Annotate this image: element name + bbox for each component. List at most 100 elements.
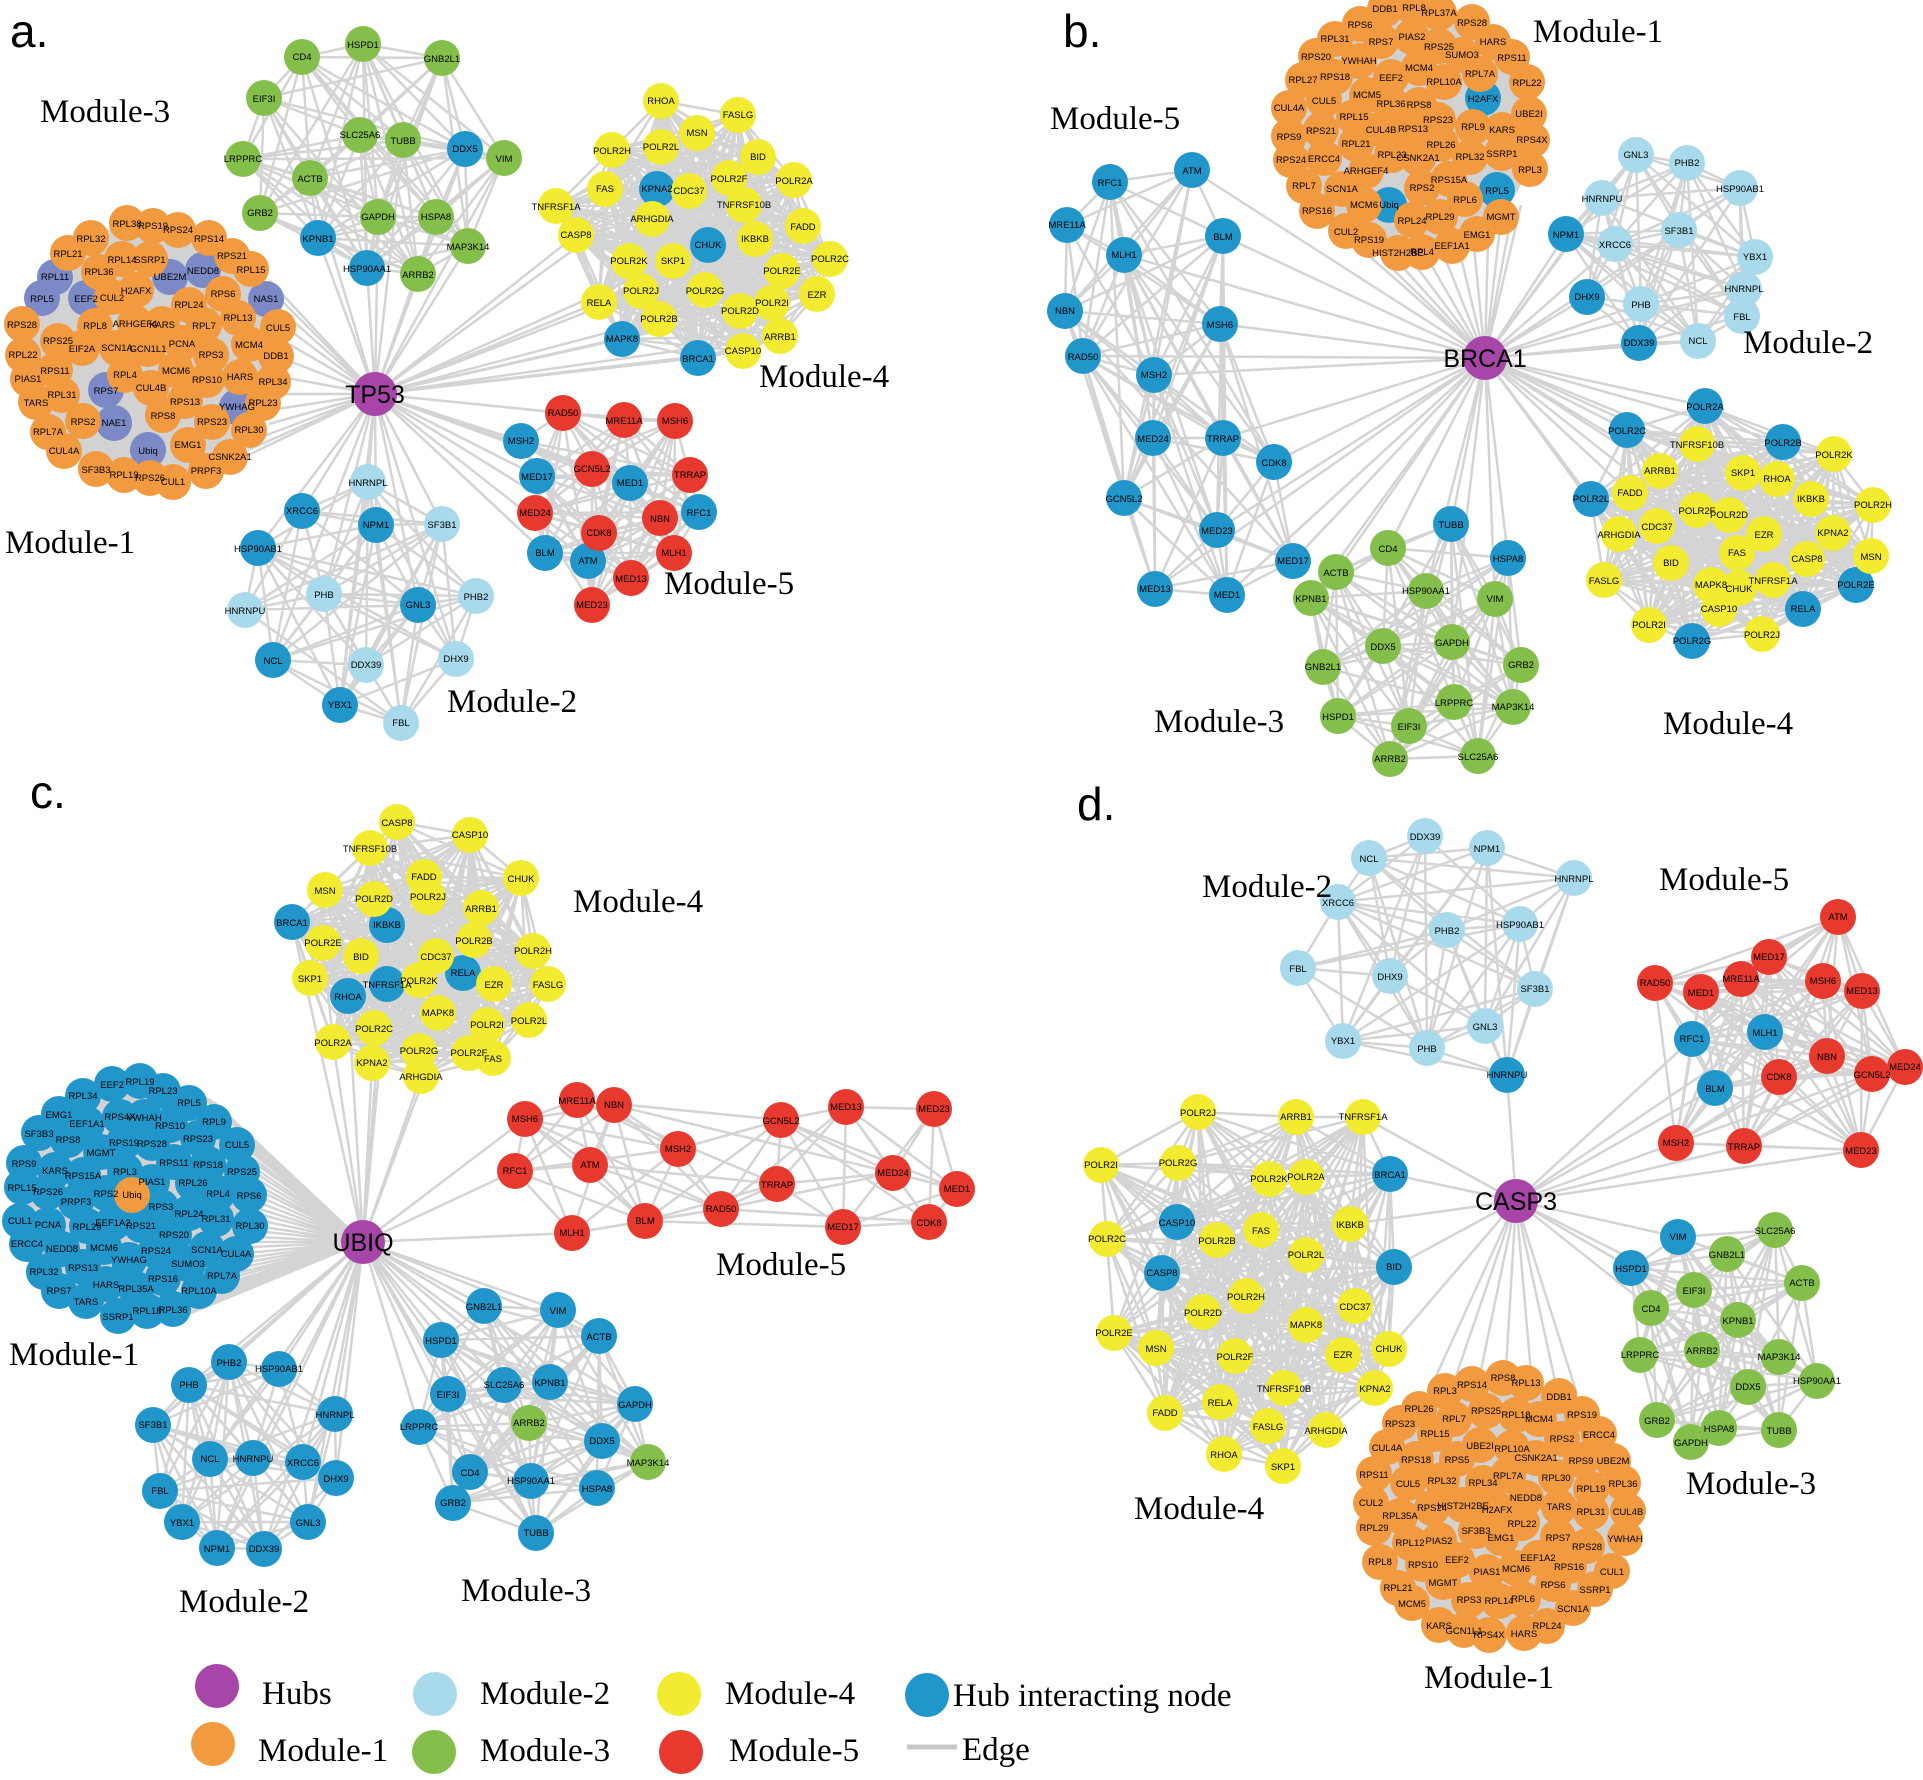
- svg-text:RPL26: RPL26: [178, 1178, 207, 1189]
- svg-text:Module-5: Module-5: [1659, 862, 1789, 898]
- svg-text:HSP90AA1: HSP90AA1: [343, 264, 391, 275]
- svg-text:RPL9: RPL9: [202, 1117, 226, 1128]
- svg-text:RPL29: RPL29: [1359, 1523, 1388, 1534]
- svg-text:MED17: MED17: [1277, 556, 1309, 567]
- svg-text:Module-4: Module-4: [1663, 706, 1793, 742]
- svg-text:DDX5: DDX5: [589, 1436, 614, 1447]
- svg-text:Module-4: Module-4: [759, 359, 889, 395]
- svg-text:TNFRSF1A: TNFRSF1A: [1748, 576, 1798, 587]
- svg-text:RPS10: RPS10: [155, 1121, 185, 1132]
- svg-text:MED23: MED23: [1845, 1146, 1877, 1157]
- svg-text:PIAS1: PIAS1: [139, 1177, 166, 1188]
- svg-text:Module-4: Module-4: [1134, 1491, 1264, 1527]
- svg-text:POLR2F: POLR2F: [711, 174, 748, 185]
- svg-text:RPS7: RPS7: [94, 386, 119, 397]
- svg-text:TARS: TARS: [74, 1297, 99, 1308]
- svg-text:HSP90AB1: HSP90AB1: [1716, 184, 1764, 195]
- svg-text:ACTB: ACTB: [586, 1332, 611, 1343]
- svg-text:MCM6: MCM6: [90, 1243, 118, 1254]
- svg-text:MCM5: MCM5: [1353, 90, 1381, 101]
- svg-text:KPNB1: KPNB1: [302, 234, 333, 245]
- svg-text:POLR2G: POLR2G: [400, 1046, 439, 1057]
- svg-text:POLR2L: POLR2L: [643, 142, 679, 153]
- svg-text:b.: b.: [1063, 5, 1101, 57]
- svg-text:PCNA: PCNA: [35, 1220, 62, 1231]
- svg-text:RPL29: RPL29: [72, 1222, 101, 1233]
- svg-text:EEF1A1: EEF1A1: [69, 1119, 104, 1130]
- svg-text:RPL23: RPL23: [248, 398, 277, 409]
- svg-text:RPL32: RPL32: [1455, 152, 1484, 163]
- svg-text:Ubiq: Ubiq: [138, 446, 158, 457]
- svg-text:FAS: FAS: [484, 1054, 502, 1065]
- svg-text:SKP1: SKP1: [298, 974, 322, 985]
- svg-text:EIF2A: EIF2A: [69, 344, 96, 355]
- svg-text:GCN5L2: GCN5L2: [1854, 1070, 1891, 1081]
- svg-text:Hub interacting node: Hub interacting node: [953, 1678, 1232, 1714]
- svg-text:SCN1A: SCN1A: [1557, 1604, 1589, 1615]
- svg-text:MCM6: MCM6: [162, 366, 190, 377]
- svg-text:Module-2: Module-2: [480, 1676, 610, 1712]
- svg-text:POLR2H: POLR2H: [1227, 1292, 1265, 1303]
- svg-text:RPL21: RPL21: [1341, 139, 1370, 150]
- svg-text:POLR2A: POLR2A: [1686, 402, 1724, 413]
- svg-text:ARRB1: ARRB1: [465, 904, 497, 915]
- svg-text:RPL15: RPL15: [236, 265, 265, 276]
- svg-text:HNRNPU: HNRNPU: [1487, 1070, 1528, 1081]
- svg-text:RPS4X: RPS4X: [1473, 1630, 1505, 1641]
- svg-text:FADD: FADD: [1152, 1408, 1177, 1419]
- svg-text:ARHGDIA: ARHGDIA: [630, 214, 674, 225]
- svg-text:Module-1: Module-1: [1424, 1660, 1554, 1696]
- svg-text:HSP90AA1: HSP90AA1: [507, 1476, 555, 1487]
- svg-text:RPL18: RPL18: [1501, 1410, 1530, 1421]
- svg-text:EEF1A1: EEF1A1: [1434, 241, 1469, 252]
- svg-text:GCN5L2: GCN5L2: [574, 464, 611, 475]
- svg-text:POLR2D: POLR2D: [1710, 510, 1748, 521]
- svg-text:MED1: MED1: [944, 1184, 970, 1195]
- svg-text:POLR2C: POLR2C: [1088, 1234, 1126, 1245]
- svg-text:BID: BID: [1663, 558, 1679, 569]
- svg-text:TUBB: TUBB: [390, 136, 415, 147]
- svg-text:RPS3: RPS3: [1457, 1595, 1482, 1606]
- svg-text:MSN: MSN: [1860, 552, 1881, 563]
- svg-text:LRPPRC: LRPPRC: [400, 1422, 439, 1433]
- svg-text:ERCC4: ERCC4: [1308, 154, 1340, 165]
- svg-text:POLR2G: POLR2G: [1673, 636, 1712, 647]
- svg-text:HIST2H2BE: HIST2H2BE: [1437, 1501, 1489, 1512]
- svg-text:ERCC4: ERCC4: [1583, 1430, 1615, 1441]
- svg-text:SSRP1: SSRP1: [1486, 149, 1517, 160]
- svg-text:SCN1A: SCN1A: [191, 1245, 223, 1256]
- svg-text:MSH6: MSH6: [1810, 976, 1836, 987]
- svg-text:ATM: ATM: [580, 1160, 599, 1171]
- svg-text:RPL15: RPL15: [7, 1183, 36, 1194]
- svg-text:CHUK: CHUK: [695, 240, 723, 251]
- svg-text:KPNB1: KPNB1: [534, 1378, 565, 1389]
- svg-text:BID: BID: [750, 152, 766, 163]
- svg-text:RFC1: RFC1: [1098, 178, 1123, 189]
- svg-text:POLR2B: POLR2B: [1764, 438, 1802, 449]
- svg-text:ARRB2: ARRB2: [402, 270, 434, 281]
- svg-text:CASP8: CASP8: [1791, 554, 1822, 565]
- svg-text:PHB: PHB: [1417, 1044, 1437, 1055]
- svg-text:Module-5: Module-5: [664, 566, 794, 602]
- svg-text:TNFRSF1A: TNFRSF1A: [1338, 1112, 1388, 1123]
- svg-text:MED23: MED23: [1201, 526, 1233, 537]
- svg-text:CUL5: CUL5: [225, 1140, 249, 1151]
- svg-text:Module-1: Module-1: [9, 1337, 139, 1373]
- svg-text:PIAS1: PIAS1: [15, 374, 42, 385]
- svg-text:TUBB: TUBB: [1438, 520, 1463, 531]
- svg-text:YBX1: YBX1: [1743, 252, 1767, 263]
- svg-text:PIAS1: PIAS1: [1474, 1567, 1501, 1578]
- svg-text:RPS2: RPS2: [1550, 1434, 1575, 1445]
- svg-text:RPS19: RPS19: [1354, 235, 1384, 246]
- svg-text:RPL24: RPL24: [174, 300, 203, 311]
- svg-text:PCNA: PCNA: [169, 339, 196, 350]
- svg-text:RPS11: RPS11: [159, 1158, 188, 1169]
- svg-text:RPS5: RPS5: [1445, 1455, 1470, 1466]
- svg-text:Module-1: Module-1: [5, 525, 135, 561]
- svg-text:DDX5: DDX5: [1735, 1382, 1760, 1393]
- svg-text:HSPA8: HSPA8: [1493, 554, 1523, 565]
- svg-text:SCN1A: SCN1A: [101, 343, 133, 354]
- svg-text:RPL24: RPL24: [1532, 1621, 1561, 1632]
- svg-text:NCL: NCL: [200, 1454, 219, 1465]
- svg-text:c.: c.: [30, 766, 66, 818]
